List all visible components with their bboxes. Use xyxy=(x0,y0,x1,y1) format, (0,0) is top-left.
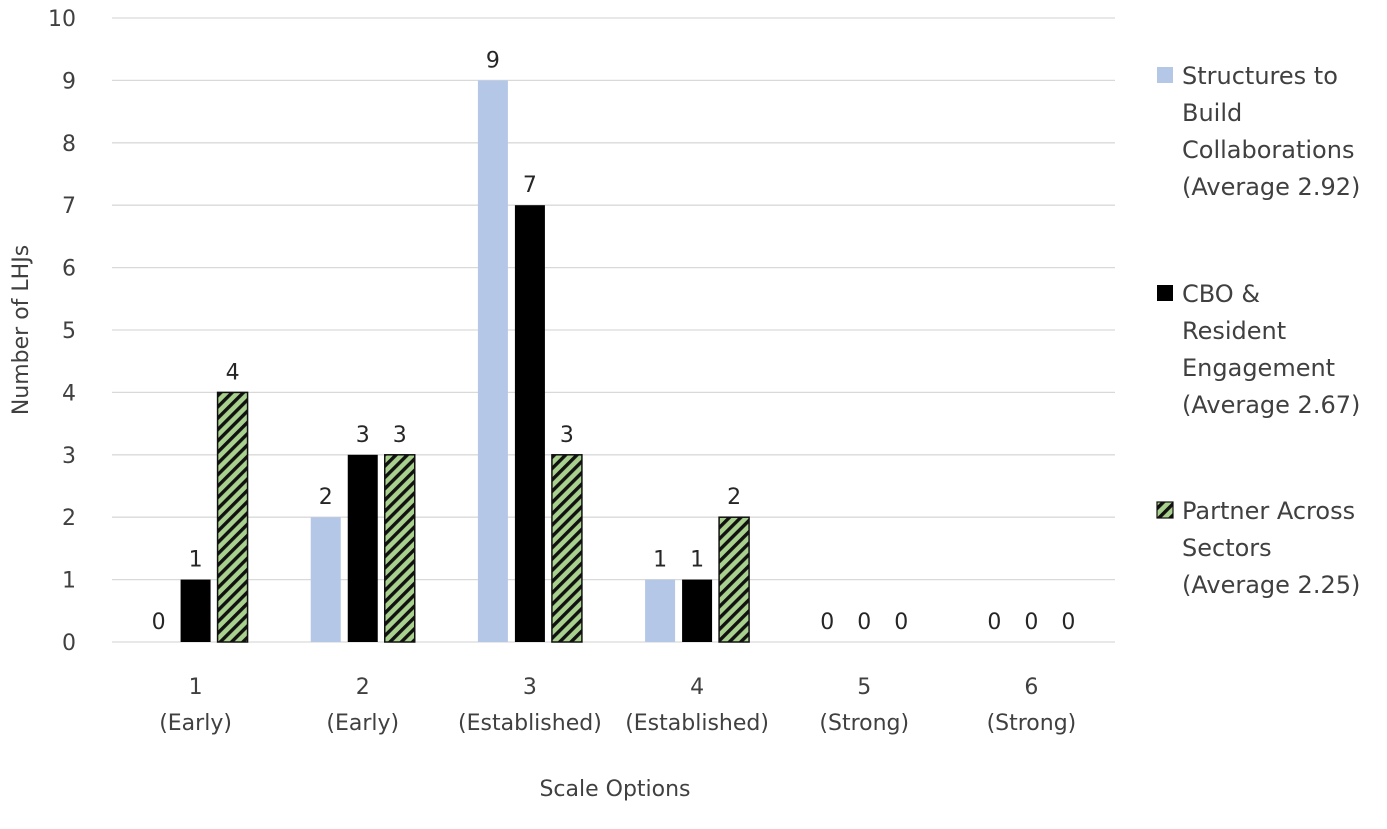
x-tick-label: 2 xyxy=(356,675,370,700)
x-tick-label: (Established) xyxy=(458,711,602,736)
bar xyxy=(477,80,508,642)
data-label: 1 xyxy=(690,548,704,573)
y-tick-label: 8 xyxy=(62,132,76,157)
bar xyxy=(514,205,545,642)
bar xyxy=(645,579,676,642)
bar xyxy=(310,517,341,642)
legend-label: Partner Across xyxy=(1182,497,1355,525)
data-label: 0 xyxy=(857,610,871,635)
x-tick-label: (Early) xyxy=(159,711,232,736)
data-label: 2 xyxy=(319,485,333,510)
legend-label: Collaborations xyxy=(1182,136,1354,164)
data-label: 3 xyxy=(560,423,574,448)
x-tick-label: (Established) xyxy=(625,711,769,736)
x-tick-label: 6 xyxy=(1024,675,1038,700)
x-axis-title: Scale Options xyxy=(539,777,690,802)
bar xyxy=(682,579,713,642)
y-tick-label: 10 xyxy=(48,7,76,32)
x-tick-label: (Early) xyxy=(326,711,399,736)
legend-label: (Average 2.92) xyxy=(1182,173,1360,201)
x-tick-label: (Strong) xyxy=(987,711,1077,736)
y-tick-label: 1 xyxy=(62,569,76,594)
legend-label: Build xyxy=(1182,99,1242,127)
y-tick-label: 0 xyxy=(62,631,76,656)
x-tick-label: (Strong) xyxy=(819,711,909,736)
gridlines xyxy=(112,17,1115,643)
data-label: 7 xyxy=(523,173,537,198)
legend-label: Sectors xyxy=(1182,534,1272,562)
bar xyxy=(384,454,416,643)
data-label: 0 xyxy=(152,610,166,635)
data-label: 0 xyxy=(1024,610,1038,635)
data-label: 9 xyxy=(486,48,500,73)
data-label: 0 xyxy=(1061,610,1075,635)
bar xyxy=(216,391,249,643)
y-tick-label: 5 xyxy=(62,319,76,344)
data-label: 0 xyxy=(894,610,908,635)
legend: Structures to Build Collaborations (Average… xyxy=(1156,62,1360,599)
y-tick-label: 3 xyxy=(62,444,76,469)
x-tick-label: 4 xyxy=(690,675,704,700)
y-tick-label: 7 xyxy=(62,194,76,219)
y-tick-label: 2 xyxy=(62,506,76,531)
bar xyxy=(551,454,583,643)
bar xyxy=(718,516,750,643)
legend-label: Structures to xyxy=(1182,62,1338,90)
y-tick-label: 6 xyxy=(62,257,76,282)
legend-swatch xyxy=(1157,67,1173,83)
x-tick-label: 1 xyxy=(189,675,203,700)
data-label: 3 xyxy=(393,423,407,448)
data-label: 1 xyxy=(653,548,667,573)
data-label: 4 xyxy=(226,360,240,385)
bar xyxy=(180,579,211,642)
bars xyxy=(180,80,750,643)
data-label: 0 xyxy=(987,610,1001,635)
legend-label: (Average 2.25) xyxy=(1182,571,1360,599)
x-tick-label: 3 xyxy=(523,675,537,700)
y-axis-ticks: 0 1 2 3 4 5 6 7 8 9 10 xyxy=(48,7,76,656)
legend-label: CBO & xyxy=(1182,280,1260,308)
data-label: 2 xyxy=(727,485,741,510)
data-label: 1 xyxy=(189,548,203,573)
y-tick-label: 4 xyxy=(62,381,76,406)
x-axis-ticks: 1 (Early) 2 (Early) 3 (Established) 4 (Establis… xyxy=(159,675,1076,736)
y-tick-label: 9 xyxy=(62,69,76,94)
legend-swatch xyxy=(1157,285,1173,301)
legend-swatch xyxy=(1156,501,1174,519)
legend-label: (Average 2.67) xyxy=(1182,391,1360,419)
data-label: 0 xyxy=(820,610,834,635)
y-axis-title: Number of LHJs xyxy=(9,245,34,415)
bar xyxy=(347,454,378,642)
legend-label: Engagement xyxy=(1182,354,1335,382)
legend-label: Resident xyxy=(1182,317,1286,345)
data-label: 3 xyxy=(356,423,370,448)
x-tick-label: 5 xyxy=(857,675,871,700)
